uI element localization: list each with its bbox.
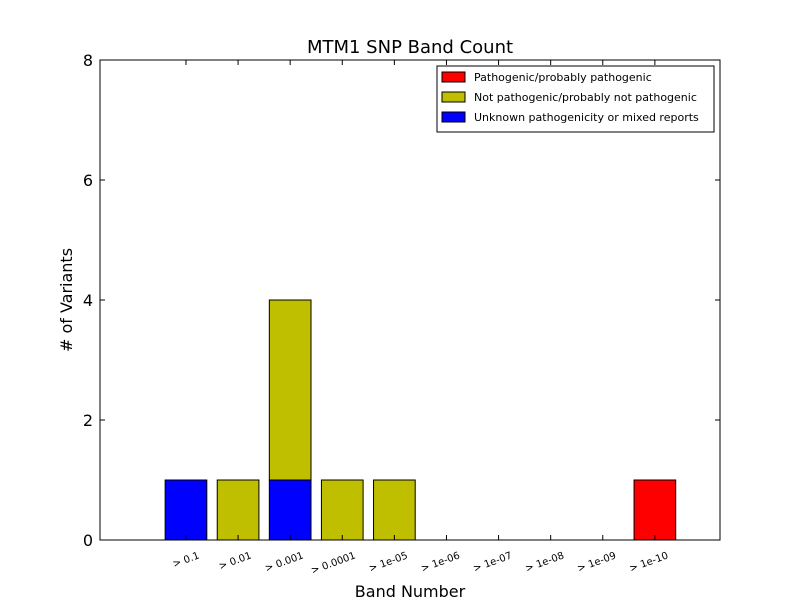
bar-10-series-3 (633, 479, 677, 541)
x-axis-label: Band Number (355, 582, 466, 600)
legend-label: Pathogenic/probably pathogenic (474, 71, 652, 84)
bar-5-series-2 (373, 479, 416, 541)
x-tick-label: > 1e-07 (472, 550, 514, 574)
y-tick-label: 6 (83, 171, 93, 190)
y-axis-label: # of Variants (57, 248, 76, 352)
x-tick-label: > 1e-06 (420, 550, 462, 574)
x-tick-label: > 1e-05 (368, 550, 410, 574)
y-axis: 0 2 4 6 8 (83, 51, 720, 550)
legend-label: Not pathogenic/probably not pathogenic (474, 91, 697, 104)
legend-frame (436, 65, 715, 133)
x-tick-label: > 0.1 (171, 550, 201, 570)
bar-2-series-2 (216, 479, 260, 541)
chart-title: MTM1 SNP Band Count (307, 37, 513, 58)
legend: Pathogenic/probably pathogenic Not pathog… (436, 65, 715, 133)
bar-1-series-1 (164, 479, 208, 541)
x-tick-label: > 1e-08 (524, 550, 566, 574)
y-tick-label: 0 (83, 531, 93, 550)
bar-4-series-2 (320, 479, 364, 541)
y-tick-label: 8 (83, 51, 93, 70)
y-tick-label: 4 (83, 291, 93, 310)
bar-3-series-2 (268, 299, 312, 481)
bars-group (164, 299, 677, 541)
x-tick-label: > 1e-10 (628, 550, 670, 574)
y-tick-label: 2 (83, 411, 93, 430)
legend-label: Unknown pathogenicity or mixed reports (474, 111, 699, 124)
bar-3-series-1 (268, 479, 312, 541)
x-tick-label: > 0.0001 (310, 550, 358, 576)
legend-swatch (441, 91, 466, 103)
x-tick-label: > 1e-09 (576, 550, 618, 574)
legend-swatch (441, 71, 466, 83)
x-tick-label: > 0.001 (264, 550, 306, 574)
x-tick-label: > 0.01 (218, 550, 254, 572)
legend-swatch (441, 111, 466, 123)
